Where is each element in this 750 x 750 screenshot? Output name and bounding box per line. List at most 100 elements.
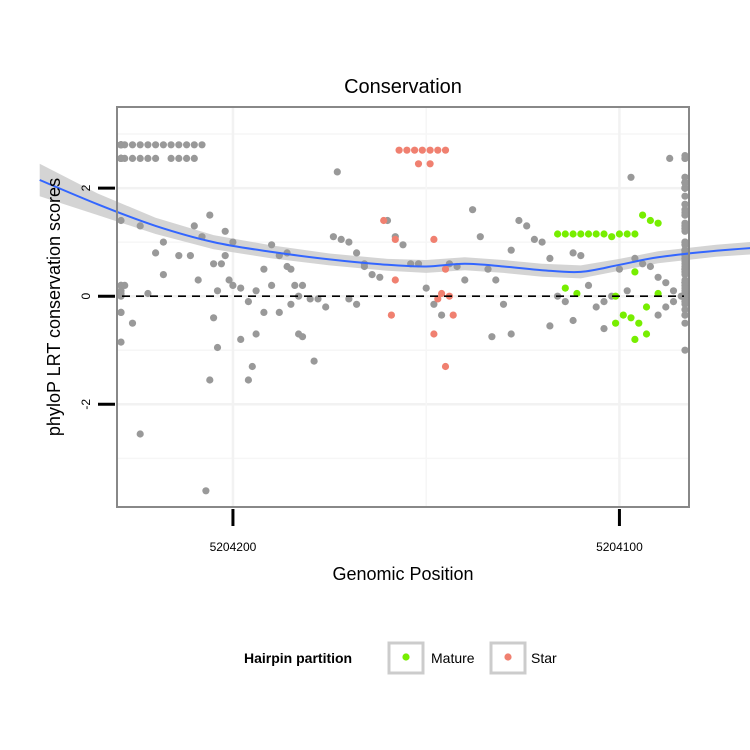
point-other — [681, 319, 689, 327]
point-other — [287, 300, 295, 308]
y-tick-label: 0 — [79, 293, 93, 300]
point-mature — [584, 230, 593, 238]
point-mature — [608, 233, 616, 241]
point-other — [569, 249, 577, 257]
point-other — [639, 260, 647, 268]
point-other — [345, 238, 353, 246]
point-other — [252, 330, 260, 338]
point-mature — [631, 268, 639, 276]
point-star — [434, 146, 442, 154]
point-other — [244, 376, 252, 384]
point-other — [268, 281, 276, 289]
point-other — [615, 265, 624, 273]
y-tick-label: -2 — [79, 399, 93, 410]
point-other — [206, 211, 214, 219]
point-other — [152, 141, 160, 149]
point-other — [186, 252, 194, 260]
plot-panel — [39, 106, 750, 508]
point-other — [492, 276, 500, 284]
point-other — [681, 206, 689, 214]
point-other — [681, 173, 689, 181]
point-other — [669, 287, 678, 295]
point-other — [117, 308, 125, 316]
point-other — [268, 241, 276, 249]
legend-label-star: Star — [531, 650, 557, 666]
smooth-confidence-band — [39, 163, 750, 279]
point-mature — [619, 311, 627, 319]
point-mature — [612, 319, 620, 327]
point-other — [666, 154, 674, 162]
point-other — [681, 246, 689, 254]
point-other — [681, 211, 689, 219]
x-tick-label: 5204100 — [596, 540, 643, 554]
legend-title: Hairpin partition — [244, 650, 352, 666]
point-other — [225, 276, 233, 284]
point-other — [376, 273, 384, 281]
y-axis-title: phyloP LRT conservation scores — [44, 178, 64, 436]
point-other — [183, 141, 191, 149]
point-other — [260, 265, 268, 273]
point-other — [306, 295, 314, 303]
point-other — [248, 362, 256, 371]
point-other — [353, 249, 361, 257]
point-star — [426, 160, 434, 168]
point-other — [298, 333, 307, 341]
x-axis-title: Genomic Position — [332, 564, 473, 584]
panel-background — [117, 107, 689, 507]
point-star — [441, 362, 450, 371]
point-other — [167, 154, 175, 162]
point-star — [438, 289, 446, 298]
point-star — [426, 146, 434, 154]
point-other — [592, 303, 600, 311]
point-other — [213, 287, 222, 295]
point-other — [244, 298, 252, 306]
point-other — [681, 257, 689, 265]
point-other — [507, 330, 515, 338]
point-mature — [623, 230, 631, 238]
point-other — [117, 216, 125, 225]
point-other — [117, 338, 125, 346]
point-other — [530, 235, 539, 243]
point-other — [681, 184, 689, 192]
point-other — [298, 281, 307, 289]
point-other — [476, 233, 484, 241]
point-other — [283, 262, 291, 271]
point-other — [561, 298, 569, 306]
point-other — [194, 276, 202, 284]
point-star — [441, 146, 450, 154]
point-other — [128, 319, 137, 327]
point-other — [546, 322, 554, 330]
point-other — [681, 238, 689, 246]
point-other — [681, 311, 689, 319]
point-mature — [600, 230, 608, 238]
point-other — [295, 292, 303, 300]
point-other — [237, 335, 245, 343]
chart-title: Conservation — [344, 76, 462, 98]
point-mature — [569, 230, 577, 238]
point-mature — [561, 230, 569, 238]
point-other — [584, 281, 593, 289]
legend: Hairpin partition Mature Star — [244, 641, 557, 675]
point-other — [507, 246, 515, 254]
legend-marker-mature — [402, 653, 410, 661]
point-other — [681, 292, 689, 300]
point-other — [681, 152, 689, 160]
y-axis: 2 0 -2 — [79, 184, 115, 410]
point-mature — [615, 230, 624, 238]
point-other — [310, 357, 318, 365]
point-other — [136, 154, 144, 162]
point-other — [681, 192, 689, 200]
point-other — [206, 376, 214, 384]
point-other — [669, 298, 678, 306]
point-other — [681, 200, 689, 208]
point-other — [144, 154, 152, 162]
point-other — [654, 273, 662, 281]
point-other — [229, 238, 237, 246]
point-mature — [646, 216, 655, 225]
point-other — [681, 284, 689, 292]
point-other — [623, 287, 631, 295]
point-other — [190, 222, 198, 230]
point-other — [546, 254, 554, 262]
legend-label-mature: Mature — [431, 650, 475, 666]
